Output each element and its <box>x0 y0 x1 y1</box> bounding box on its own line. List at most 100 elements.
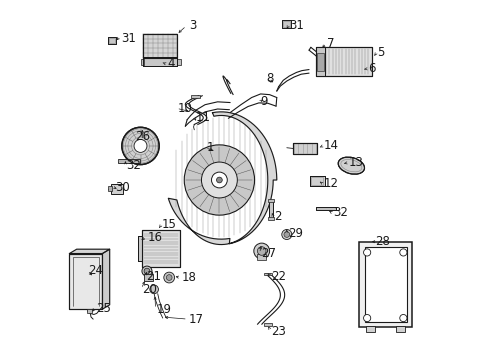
Text: 31: 31 <box>121 32 135 45</box>
Circle shape <box>122 127 159 165</box>
Circle shape <box>166 275 172 280</box>
Circle shape <box>142 266 152 276</box>
Circle shape <box>163 272 174 283</box>
Bar <box>292 143 317 154</box>
Circle shape <box>281 229 291 239</box>
Bar <box>267 199 274 202</box>
Circle shape <box>363 315 370 321</box>
Text: 15: 15 <box>162 218 177 231</box>
Text: 5: 5 <box>376 46 384 59</box>
Text: 32: 32 <box>126 159 141 172</box>
Bar <box>143 57 177 66</box>
Bar <box>264 273 271 275</box>
Bar <box>107 37 116 44</box>
Bar <box>142 230 180 267</box>
Text: 24: 24 <box>88 264 103 277</box>
Circle shape <box>184 145 254 215</box>
Circle shape <box>399 249 406 256</box>
Text: 29: 29 <box>287 226 303 239</box>
Bar <box>138 235 142 261</box>
Circle shape <box>253 243 269 259</box>
Text: 3: 3 <box>188 19 196 32</box>
Bar <box>282 20 291 28</box>
Bar <box>359 242 411 327</box>
Text: 26: 26 <box>135 130 149 144</box>
Bar <box>267 217 274 220</box>
Text: 21: 21 <box>145 270 161 283</box>
Text: 7: 7 <box>326 36 334 50</box>
Circle shape <box>144 268 149 274</box>
Bar <box>111 184 122 194</box>
Circle shape <box>134 139 147 152</box>
Bar <box>316 47 371 76</box>
Bar <box>177 59 181 65</box>
Bar <box>108 38 115 43</box>
Bar <box>315 207 336 211</box>
Text: 2: 2 <box>274 210 281 223</box>
Circle shape <box>211 172 227 188</box>
Bar <box>395 326 405 332</box>
Text: 28: 28 <box>375 235 389 248</box>
Bar <box>144 274 153 281</box>
Circle shape <box>399 315 406 321</box>
Bar <box>87 309 92 313</box>
Bar <box>257 254 265 260</box>
Ellipse shape <box>338 157 364 174</box>
Bar <box>309 176 324 186</box>
Bar <box>282 20 291 28</box>
Text: 30: 30 <box>115 181 130 194</box>
Text: 23: 23 <box>271 325 285 338</box>
Text: 12: 12 <box>323 177 338 190</box>
Circle shape <box>149 285 158 294</box>
Bar <box>316 47 325 76</box>
Circle shape <box>284 231 289 237</box>
Text: 22: 22 <box>271 270 286 283</box>
Text: 14: 14 <box>323 139 338 152</box>
Polygon shape <box>69 249 109 253</box>
Text: 8: 8 <box>265 72 273 85</box>
Bar <box>364 247 406 321</box>
Bar <box>316 47 325 76</box>
Bar <box>292 143 317 154</box>
Bar <box>69 253 102 309</box>
Bar <box>107 37 116 44</box>
Text: 11: 11 <box>196 111 211 124</box>
Bar <box>143 34 177 58</box>
Text: 17: 17 <box>188 313 203 327</box>
Text: 16: 16 <box>147 231 163 244</box>
Text: 19: 19 <box>156 303 171 316</box>
Text: 25: 25 <box>96 302 110 315</box>
Bar <box>138 235 142 261</box>
Bar <box>142 230 180 267</box>
Circle shape <box>201 162 237 198</box>
Circle shape <box>216 177 222 183</box>
Text: 31: 31 <box>289 19 304 32</box>
Text: 9: 9 <box>260 95 267 108</box>
Circle shape <box>363 249 370 256</box>
Polygon shape <box>102 249 109 309</box>
Bar <box>283 22 290 27</box>
Bar <box>264 323 271 326</box>
Circle shape <box>257 247 265 255</box>
Bar <box>269 200 272 220</box>
Text: 18: 18 <box>182 271 196 284</box>
Bar <box>107 186 112 191</box>
Text: 13: 13 <box>348 156 363 169</box>
Bar <box>69 253 102 309</box>
Bar <box>143 34 177 58</box>
Bar <box>269 200 272 220</box>
Bar <box>310 177 323 185</box>
Bar <box>315 207 336 211</box>
Bar <box>366 326 375 332</box>
Bar <box>140 59 144 65</box>
Text: 4: 4 <box>167 57 175 70</box>
Bar <box>316 47 371 76</box>
Text: 20: 20 <box>142 283 157 296</box>
Bar <box>118 159 140 163</box>
Text: 6: 6 <box>367 62 375 75</box>
Bar <box>191 95 200 98</box>
Bar <box>143 57 177 66</box>
Bar <box>309 176 324 186</box>
Text: 1: 1 <box>206 141 214 154</box>
Polygon shape <box>168 112 276 244</box>
